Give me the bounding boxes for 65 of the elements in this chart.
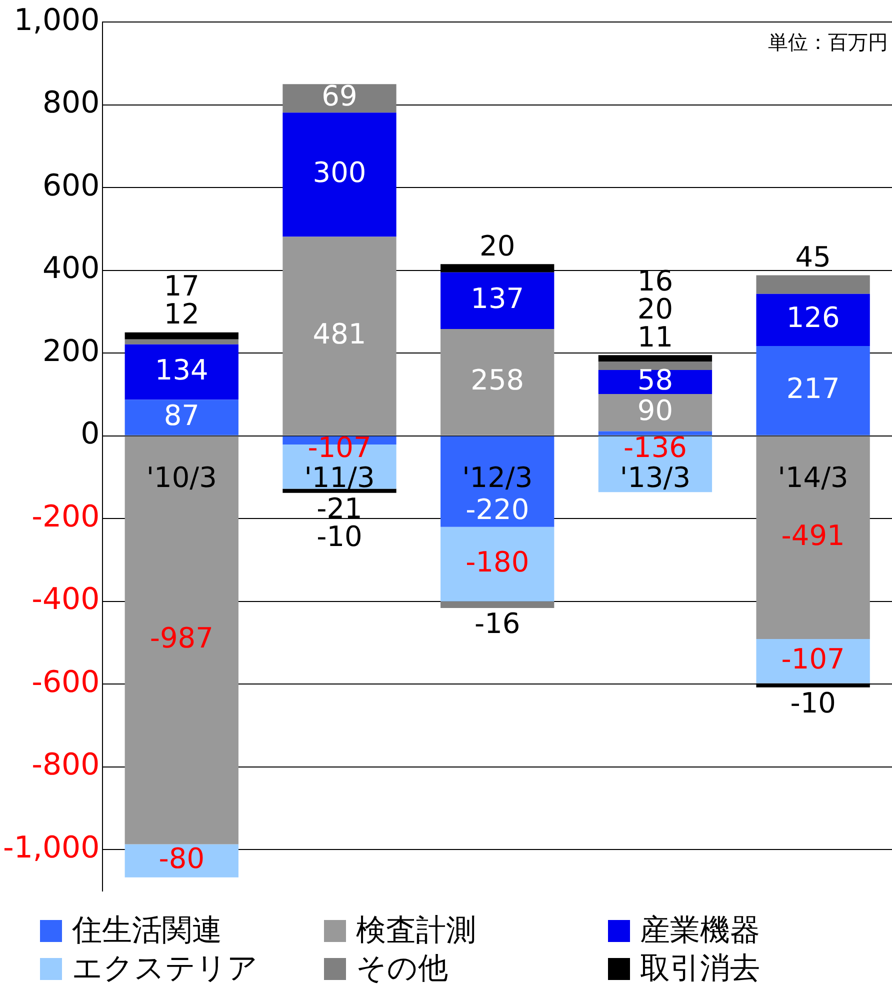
legend-label: 住生活関連 xyxy=(72,912,222,950)
bar xyxy=(124,339,238,344)
annotation: 単位：百万円 xyxy=(768,30,888,54)
data-label: -107 xyxy=(781,642,845,676)
bar xyxy=(598,362,712,370)
y-tick-label: 0 xyxy=(80,416,100,452)
data-label: 481 xyxy=(312,317,366,350)
bar xyxy=(440,436,554,527)
data-label: 134 xyxy=(154,353,208,386)
y-tick-label: 200 xyxy=(42,334,100,369)
bar xyxy=(756,436,870,639)
bar xyxy=(282,84,396,113)
y-tick-label: -800 xyxy=(32,748,100,783)
bar xyxy=(124,344,238,400)
bar xyxy=(282,236,396,436)
data-label: 87 xyxy=(164,398,200,432)
y-tick-label: 400 xyxy=(42,251,100,286)
legend-label: 検査計測 xyxy=(356,912,476,950)
x-tick-label: '14/3 xyxy=(778,461,848,494)
bar xyxy=(440,601,554,608)
data-label: 45 xyxy=(795,240,831,274)
data-label: 126 xyxy=(786,301,840,334)
bar xyxy=(598,431,712,436)
data-label: 90 xyxy=(637,394,674,427)
data-label: 69 xyxy=(322,80,358,113)
y-tick-label: 1,000 xyxy=(14,2,100,38)
legend-label: エクステリア xyxy=(72,950,258,988)
data-label: 58 xyxy=(637,363,674,396)
data-label: 217 xyxy=(786,372,840,405)
data-label: 300 xyxy=(312,156,366,189)
data-label: 258 xyxy=(470,363,524,396)
data-label: -10 xyxy=(790,686,836,720)
bar xyxy=(756,275,870,294)
data-label: -16 xyxy=(474,607,520,640)
legend-label: 取引消去 xyxy=(640,950,760,988)
y-tick-label: -1,000 xyxy=(2,830,100,866)
bar xyxy=(756,294,870,346)
bar xyxy=(440,272,554,330)
bar xyxy=(598,394,712,432)
bar xyxy=(124,400,238,436)
bar xyxy=(124,436,238,844)
y-tick-label: 600 xyxy=(42,168,100,204)
y-tick-label: -200 xyxy=(32,499,100,534)
data-label: 20 xyxy=(480,229,516,262)
bar xyxy=(282,488,396,493)
bar xyxy=(282,112,396,237)
bar xyxy=(124,844,238,878)
bar xyxy=(440,526,554,602)
bar xyxy=(440,329,554,436)
data-label: 137 xyxy=(470,282,524,315)
data-label: -220 xyxy=(466,493,530,526)
x-tick-label: '10/3 xyxy=(146,461,217,494)
y-tick-label: -400 xyxy=(32,582,100,618)
y-tick-label: -600 xyxy=(32,664,100,700)
y-tick-label: 800 xyxy=(42,86,100,121)
bar xyxy=(756,638,870,684)
bar xyxy=(756,346,870,436)
x-tick-label: '12/3 xyxy=(462,461,533,494)
data-label: -80 xyxy=(158,842,205,876)
data-label: -491 xyxy=(781,518,845,552)
legend-label: 産業機器 xyxy=(640,912,760,950)
bar xyxy=(124,332,238,340)
data-label: -180 xyxy=(466,545,530,578)
data-label: -987 xyxy=(150,622,214,655)
legend-label: その他 xyxy=(356,950,448,988)
